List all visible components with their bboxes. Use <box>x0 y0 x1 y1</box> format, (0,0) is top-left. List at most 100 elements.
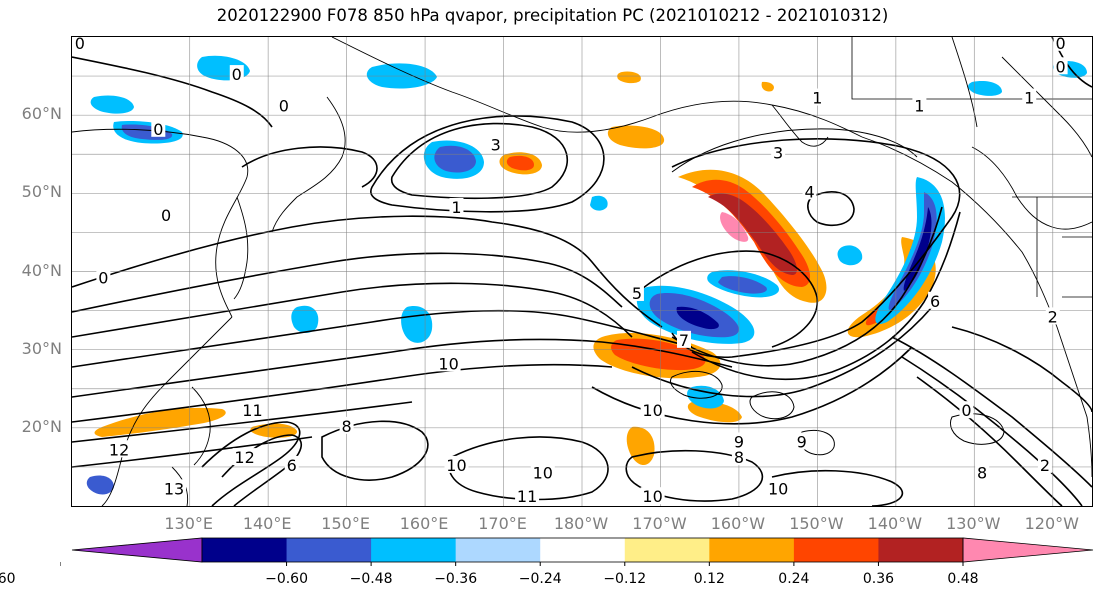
contour-label-bg <box>96 268 111 286</box>
contour-label: 0 <box>961 401 971 420</box>
contour-label-bg <box>339 416 354 434</box>
contour-label: 10 <box>768 479 788 498</box>
contour-label-bg <box>436 354 461 372</box>
contour-label-bg <box>229 65 244 83</box>
colorbar-segment <box>624 538 710 562</box>
longitude-label: 150°E <box>321 514 370 533</box>
contour-label: 2 <box>1048 307 1058 326</box>
contour-label-bg <box>731 448 746 466</box>
longitude-label: 130°E <box>164 514 214 533</box>
contour-label-bg <box>629 283 644 301</box>
colorbar-segment <box>709 538 795 562</box>
contour-label: 8 <box>342 417 352 436</box>
contour-label: 10 <box>533 464 553 483</box>
contour-label-bg <box>232 448 257 466</box>
contour-label: 2 <box>1040 456 1050 475</box>
positive-anomaly-shading <box>94 71 936 466</box>
colorbar-tick-label: 0.24 <box>778 571 810 587</box>
contour-label-bg <box>959 401 974 419</box>
colorbar-tick-label: −0.60 <box>265 571 308 587</box>
colorbar-segment <box>202 538 288 562</box>
contour-label-bg <box>284 455 299 473</box>
colorbar-tick-label: −0.48 <box>349 571 393 587</box>
contour-label-bg <box>276 96 291 114</box>
contour-label-bg <box>640 401 665 419</box>
contour-label-bg <box>802 182 817 200</box>
contour-label-bg <box>107 440 132 458</box>
contour-label-bg <box>677 330 691 348</box>
contour-label: 0 <box>153 120 163 139</box>
contour-label-bg <box>1045 307 1060 325</box>
colorbar-extend-low <box>71 537 203 563</box>
contour-label-bg <box>449 197 464 215</box>
map-title: 2020122900 F078 850 hPa qvapor, precipit… <box>216 6 889 25</box>
contour-label-bg <box>912 96 927 114</box>
longitude-label: 120°W <box>1024 514 1079 533</box>
contour-label-bg <box>1053 37 1068 51</box>
contour-label-bg <box>444 455 469 473</box>
colorbar-segment <box>455 538 541 562</box>
latitude-label: 30°N <box>21 338 62 358</box>
longitude-label: 180°W <box>553 514 609 533</box>
contour-label: 0 <box>98 268 108 287</box>
latitude-label: 40°N <box>21 260 62 280</box>
contour-label-bg <box>515 487 540 505</box>
contour-label-bg <box>159 205 174 223</box>
contour-label: 3 <box>773 143 783 162</box>
contour-label: 1 <box>914 96 924 115</box>
longitude-label: 130°W <box>946 514 1001 533</box>
contour-label: 0 <box>279 96 289 115</box>
contour-label-bg <box>771 143 786 161</box>
contour-label: 4 <box>804 182 814 201</box>
contour-label: 7 <box>679 331 689 350</box>
contour-label: 13 <box>164 479 184 498</box>
contour-label-bg <box>162 479 186 497</box>
contour-label: 10 <box>642 401 662 420</box>
contour-label: 1 <box>1024 89 1034 108</box>
contour-label: 11 <box>517 487 537 506</box>
longitude-label: 170°E <box>478 514 527 533</box>
contour-label: 0 <box>1056 57 1066 76</box>
contour-label: 1 <box>812 89 822 108</box>
contour-label-bg <box>928 291 943 309</box>
contour-label-bg <box>1037 455 1052 473</box>
longitude-label: 150°W <box>789 514 844 533</box>
contour-label-bg <box>1022 88 1037 106</box>
contour-label: 0 <box>232 65 242 84</box>
contour-label-bg <box>810 88 825 106</box>
contour-label-bg <box>766 479 791 497</box>
contour-label: 5 <box>632 284 642 303</box>
colorbar-tick-label: −0.24 <box>518 571 562 587</box>
colorbar-frame <box>201 537 964 563</box>
contour-label: 6 <box>287 456 297 475</box>
contour-label: 0 <box>1056 37 1066 53</box>
map-panel: 0 0 0 0 3 1 0 0 1 1 0 0 1 3 4 5 7 10 11 12 13 12 6 8 10 10 11 10 10 9… <box>71 36 1093 507</box>
colorbar-tick-label: 0.36 <box>862 571 895 587</box>
colorbar-tick-label: 0.60 <box>0 571 16 587</box>
colorbar-segment <box>371 538 457 562</box>
contour-label: 0 <box>75 37 85 53</box>
latitude-label: 20°N <box>21 416 62 436</box>
contour-label: 10 <box>446 456 466 475</box>
contour-label-bg <box>530 463 555 481</box>
contour-label: 12 <box>109 440 129 459</box>
contour-label-bg <box>488 135 503 153</box>
colorbar-segment <box>540 538 626 562</box>
colorbar-tick-label: 0.48 <box>947 571 979 587</box>
longitude-label: 160°W <box>710 514 766 533</box>
colorbar-segment <box>878 538 964 562</box>
colorbar-tick-label: 0.12 <box>693 571 725 587</box>
contour-label-bg <box>731 432 746 450</box>
gridlines <box>72 37 1092 506</box>
contour-lines <box>72 37 1092 506</box>
colorbar-extend-high <box>962 537 1094 563</box>
contour-label: 10 <box>438 354 458 373</box>
contour-label-bg <box>975 463 990 481</box>
contour-lines-thin <box>670 128 1005 456</box>
contour-label-bg <box>72 37 87 51</box>
longitude-label: 170°W <box>632 514 687 533</box>
longitude-label: 140°W <box>867 514 923 533</box>
contour-label: 9 <box>734 432 744 451</box>
